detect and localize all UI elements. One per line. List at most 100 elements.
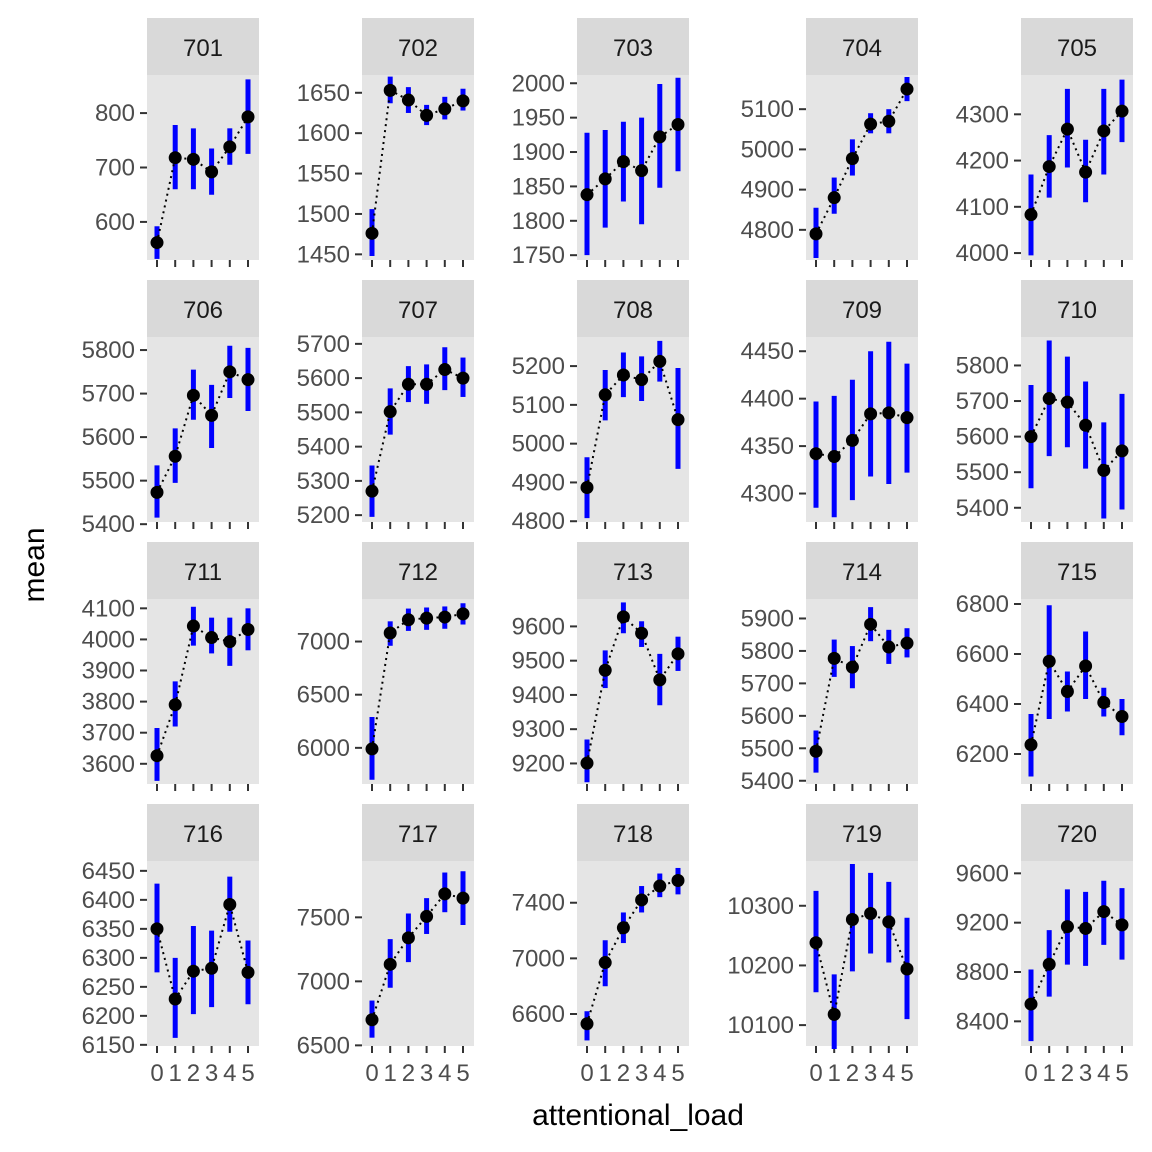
x-tick-label: 3	[635, 1060, 648, 1087]
mean-point	[882, 114, 896, 128]
y-tick-label: 1550	[297, 161, 350, 188]
mean-point	[1115, 444, 1129, 458]
x-tick-label: 4	[882, 1060, 895, 1087]
mean-point	[616, 921, 630, 935]
x-tick-label: 2	[617, 1060, 630, 1087]
mean-point	[456, 607, 470, 621]
facet-panel: 718 6600 7000 7400 0 1 2 3 4 5	[512, 804, 689, 1087]
panel-background	[147, 861, 259, 1046]
y-tick-label: 5500	[956, 459, 1009, 486]
mean-point	[827, 191, 841, 205]
mean-point	[186, 388, 200, 402]
y-tick-label: 5600	[82, 424, 135, 451]
mean-point	[401, 377, 415, 391]
mean-point	[809, 744, 823, 758]
facet-strip-label: 718	[613, 821, 653, 848]
y-tick-label: 600	[95, 209, 135, 236]
y-tick-label: 5300	[297, 468, 350, 495]
panel-background	[1021, 75, 1133, 260]
mean-point	[635, 373, 649, 387]
mean-point	[900, 82, 914, 96]
facet-strip	[362, 804, 474, 861]
x-tick-label: 2	[402, 1060, 415, 1087]
facet-panel: 713 9200 9300 9400 9500 9600	[512, 542, 689, 791]
mean-point	[438, 610, 452, 624]
x-tick-label: 1	[828, 1060, 841, 1087]
y-tick-label: 5600	[741, 703, 794, 730]
panel-background	[577, 599, 689, 784]
mean-point	[864, 907, 878, 921]
y-tick-label: 6500	[297, 1032, 350, 1059]
mean-point	[365, 226, 379, 240]
mean-line	[371, 612, 464, 750]
mean-point	[1060, 920, 1074, 934]
y-tick-label: 4800	[512, 508, 565, 535]
panel-background	[1021, 861, 1133, 1046]
mean-point	[1024, 208, 1038, 222]
panel-background	[806, 337, 918, 522]
mean-point	[653, 130, 667, 144]
facet-panel: 712 6000 6500 7000	[297, 542, 474, 791]
mean-point	[671, 118, 685, 132]
x-tick-label: 4	[438, 1060, 451, 1087]
y-tick-label: 5000	[512, 431, 565, 458]
y-tick-label: 4800	[741, 217, 794, 244]
panel-background	[147, 337, 259, 522]
y-tick-label: 6350	[82, 916, 135, 943]
facet-panel: 702 1450 1500 1550 1600 1650	[297, 18, 474, 268]
facet-panel: 704 4800 4900 5000 5100	[741, 18, 918, 267]
mean-point	[186, 619, 200, 633]
y-tick-label: 6400	[956, 691, 1009, 718]
facet-panel: 714 5400 5500 5600 5700 5800 5900	[741, 542, 918, 795]
mean-point	[1060, 122, 1074, 136]
y-tick-label: 5700	[82, 381, 135, 408]
y-tick-label: 1450	[297, 241, 350, 268]
mean-point	[1115, 918, 1129, 932]
mean-point	[845, 660, 859, 674]
mean-point	[241, 965, 255, 979]
facet-panel: 701 600 700 800	[95, 18, 259, 267]
y-tick-label: 1500	[297, 201, 350, 228]
mean-point	[150, 922, 164, 936]
panel-background	[362, 599, 474, 784]
mean-point	[205, 961, 219, 975]
mean-point	[864, 617, 878, 631]
facet-strip	[362, 18, 474, 75]
mean-point	[635, 164, 649, 178]
facet-strip-label: 713	[613, 559, 653, 586]
facet-strip-label: 702	[398, 35, 438, 62]
facet-strip	[577, 280, 689, 337]
mean-point	[580, 756, 594, 770]
mean-point	[1097, 124, 1111, 138]
mean-point	[900, 411, 914, 425]
mean-point	[438, 363, 452, 377]
x-tick-label: 1	[384, 1060, 397, 1087]
x-tick-label: 4	[653, 1060, 666, 1087]
facet-panel: 717 6500 7000 7500 0 1 2 3 4 5	[297, 804, 474, 1087]
mean-line	[156, 116, 249, 243]
mean-point	[401, 613, 415, 627]
x-axis-title: attentional_load	[532, 1099, 744, 1132]
y-tick-label: 5100	[512, 392, 565, 419]
mean-point	[168, 449, 182, 463]
y-tick-label: 9600	[956, 860, 1009, 887]
y-tick-label: 700	[95, 155, 135, 182]
x-tick-label: 2	[1061, 1060, 1074, 1087]
mean-point	[223, 140, 237, 154]
mean-point	[1042, 654, 1056, 668]
mean-point	[1079, 921, 1093, 935]
facet-panel: 709 4300 4350 4400 4450	[741, 280, 918, 529]
mean-point	[438, 887, 452, 901]
mean-point	[241, 110, 255, 124]
facet-strip-label: 709	[842, 297, 882, 324]
y-tick-label: 6300	[82, 945, 135, 972]
x-tick-label: 3	[205, 1060, 218, 1087]
y-tick-label: 7000	[297, 968, 350, 995]
mean-point	[1097, 463, 1111, 477]
mean-point	[150, 749, 164, 763]
mean-point	[1042, 160, 1056, 174]
mean-point	[1079, 659, 1093, 673]
x-tick-label: 4	[223, 1060, 236, 1087]
mean-point	[223, 635, 237, 649]
facet-strip	[806, 542, 918, 599]
